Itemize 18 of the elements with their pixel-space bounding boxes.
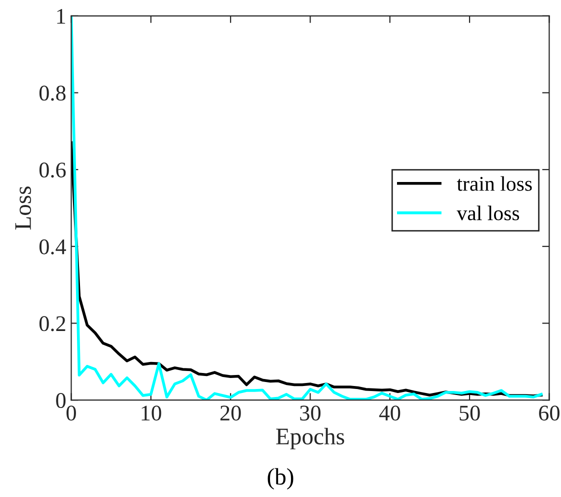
x-tick-label: 20 [220, 406, 241, 421]
y-tick-label: 0.2 [39, 316, 66, 332]
y-tick-label: 0.6 [39, 162, 66, 178]
x-tick-label: 10 [142, 406, 162, 421]
legend-label: train loss [456, 176, 532, 191]
x-tick-label: 30 [300, 406, 320, 421]
y-tick-label: 0 [56, 393, 66, 408]
y-tick-label: 1 [57, 8, 66, 24]
x-tick-label: 0 [66, 406, 76, 421]
y-tick-label: 0.8 [39, 86, 66, 101]
x-axis-title: Epochs [276, 428, 344, 450]
x-tick-label: 50 [460, 406, 480, 421]
text: (b) [268, 468, 294, 490]
legend-label: val loss [456, 206, 520, 220]
x-tick-label: 60 [539, 406, 560, 421]
x-tick-label: 40 [379, 406, 400, 421]
y-tick-label: 0.4 [39, 239, 66, 254]
y-axis-title: Loss [15, 186, 32, 230]
